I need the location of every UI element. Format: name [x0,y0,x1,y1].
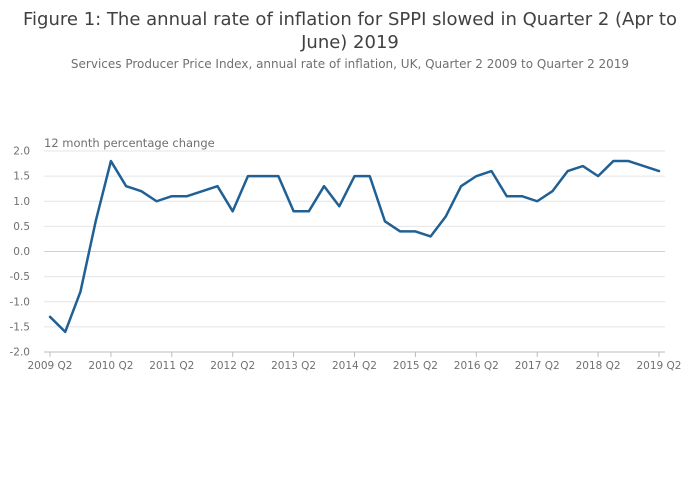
series-line [48,159,661,334]
x-tick-label: 2014 Q2 [332,360,377,372]
y-tick-label: -1.0 [10,296,31,308]
data-point[interactable] [594,172,602,180]
data-point[interactable] [290,207,298,215]
data-point[interactable] [533,197,541,205]
data-point[interactable] [107,157,115,165]
data-point[interactable] [548,187,556,195]
x-tick-label: 2009 Q2 [27,360,72,372]
data-point[interactable] [92,217,100,225]
x-tick-label: 2015 Q2 [393,360,438,372]
x-tick-label: 2018 Q2 [576,360,621,372]
x-tick-label: 2019 Q2 [636,360,681,372]
x-tick-label: 2013 Q2 [271,360,316,372]
data-point[interactable] [625,157,633,165]
series [46,157,663,336]
y-tick-label: 0.5 [13,221,30,233]
data-point[interactable] [259,172,267,180]
data-point[interactable] [503,192,511,200]
data-point[interactable] [122,182,130,190]
data-point[interactable] [229,207,237,215]
chart-subtitle: Services Producer Price Index, annual ra… [70,57,630,71]
data-point[interactable] [46,313,54,321]
data-point[interactable] [213,182,221,190]
y-tick-label: -2.0 [10,347,31,359]
y-tick-label: 2.0 [13,146,30,158]
data-point[interactable] [655,167,663,175]
data-point[interactable] [153,197,161,205]
data-point[interactable] [244,172,252,180]
x-tick-label: 2017 Q2 [515,360,560,372]
y-tick-label: -0.5 [10,271,31,283]
x-tick-label: 2016 Q2 [454,360,499,372]
data-point[interactable] [198,187,206,195]
y-tick-label: -1.5 [10,321,31,333]
data-point[interactable] [518,192,526,200]
data-point[interactable] [137,187,145,195]
data-point[interactable] [381,217,389,225]
data-point[interactable] [320,182,328,190]
data-point[interactable] [411,227,419,235]
data-point[interactable] [366,172,374,180]
axes [44,351,665,357]
data-point[interactable] [183,192,191,200]
data-point[interactable] [457,182,465,190]
data-point[interactable] [61,328,69,336]
data-point[interactable] [564,167,572,175]
data-point[interactable] [168,192,176,200]
data-point[interactable] [427,232,435,240]
data-point[interactable] [76,288,84,296]
data-point[interactable] [472,172,480,180]
chart-title: Figure 1: The annual rate of inflation f… [23,9,677,53]
data-point[interactable] [274,172,282,180]
data-point[interactable] [305,207,313,215]
data-point[interactable] [351,172,359,180]
data-point[interactable] [442,212,450,220]
y-axis-label: 12 month percentage change [44,136,215,150]
data-point[interactable] [609,157,617,165]
x-tick-label: 2010 Q2 [88,360,133,372]
data-point[interactable] [335,202,343,210]
data-point[interactable] [396,227,404,235]
y-tick-label: 0.0 [13,246,30,258]
x-tick-label: 2012 Q2 [210,360,255,372]
gridlines [44,150,665,353]
data-point[interactable] [488,167,496,175]
data-point[interactable] [640,162,648,170]
y-tick-label: 1.5 [13,171,30,183]
x-tick-label: 2011 Q2 [149,360,194,372]
y-tick-label: 1.0 [13,196,30,208]
data-point[interactable] [579,162,587,170]
